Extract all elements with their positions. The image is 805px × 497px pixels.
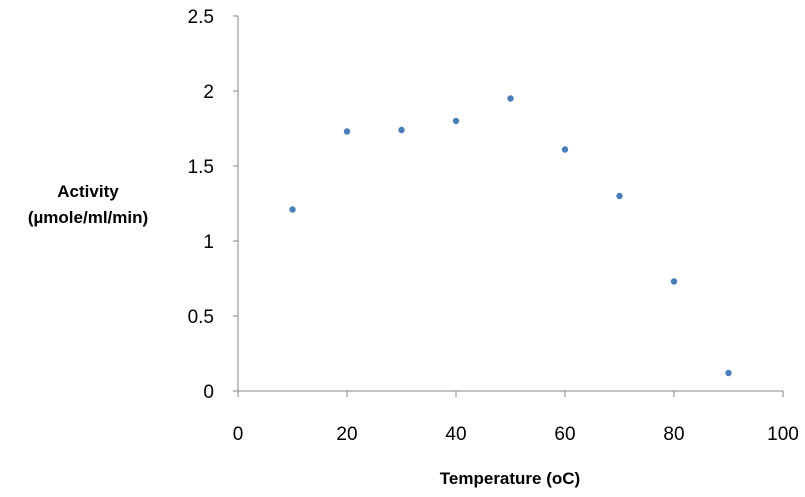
y-tick-labels: 0 0.5 1 1.5 2 2.5: [188, 7, 214, 403]
data-point: [561, 146, 569, 153]
data-point: [507, 95, 514, 102]
y-tick-label: 0: [203, 382, 214, 403]
x-tick-label: 100: [767, 424, 799, 445]
x-axis-label: Temperature (oC): [440, 469, 580, 488]
data-point: [452, 117, 460, 125]
y-tick-label: 0.5: [188, 307, 214, 328]
y-axis-label-line-1: Activity: [57, 182, 119, 201]
x-tick-labels: 0 20 40 60 80 100: [233, 424, 799, 445]
data-point: [289, 206, 296, 213]
y-tick-label: 1.5: [188, 157, 214, 178]
data-point: [670, 278, 678, 285]
data-point: [725, 369, 732, 377]
data-point: [398, 126, 405, 134]
x-tick-label: 60: [554, 424, 575, 445]
y-tick-label: 2: [203, 82, 214, 103]
data-point: [616, 192, 623, 200]
y-tick-label: 1: [203, 232, 214, 253]
y-axis-label-line-2: (µmole/ml/min): [28, 208, 148, 227]
data-point: [343, 128, 351, 135]
axes: [233, 15, 784, 397]
data-points: [289, 95, 732, 377]
y-tick-label: 2.5: [188, 7, 214, 28]
x-tick-label: 40: [445, 424, 466, 445]
x-tick-label: 20: [336, 424, 357, 445]
x-tick-label: 0: [233, 424, 244, 445]
x-tick-label: 80: [663, 424, 684, 445]
